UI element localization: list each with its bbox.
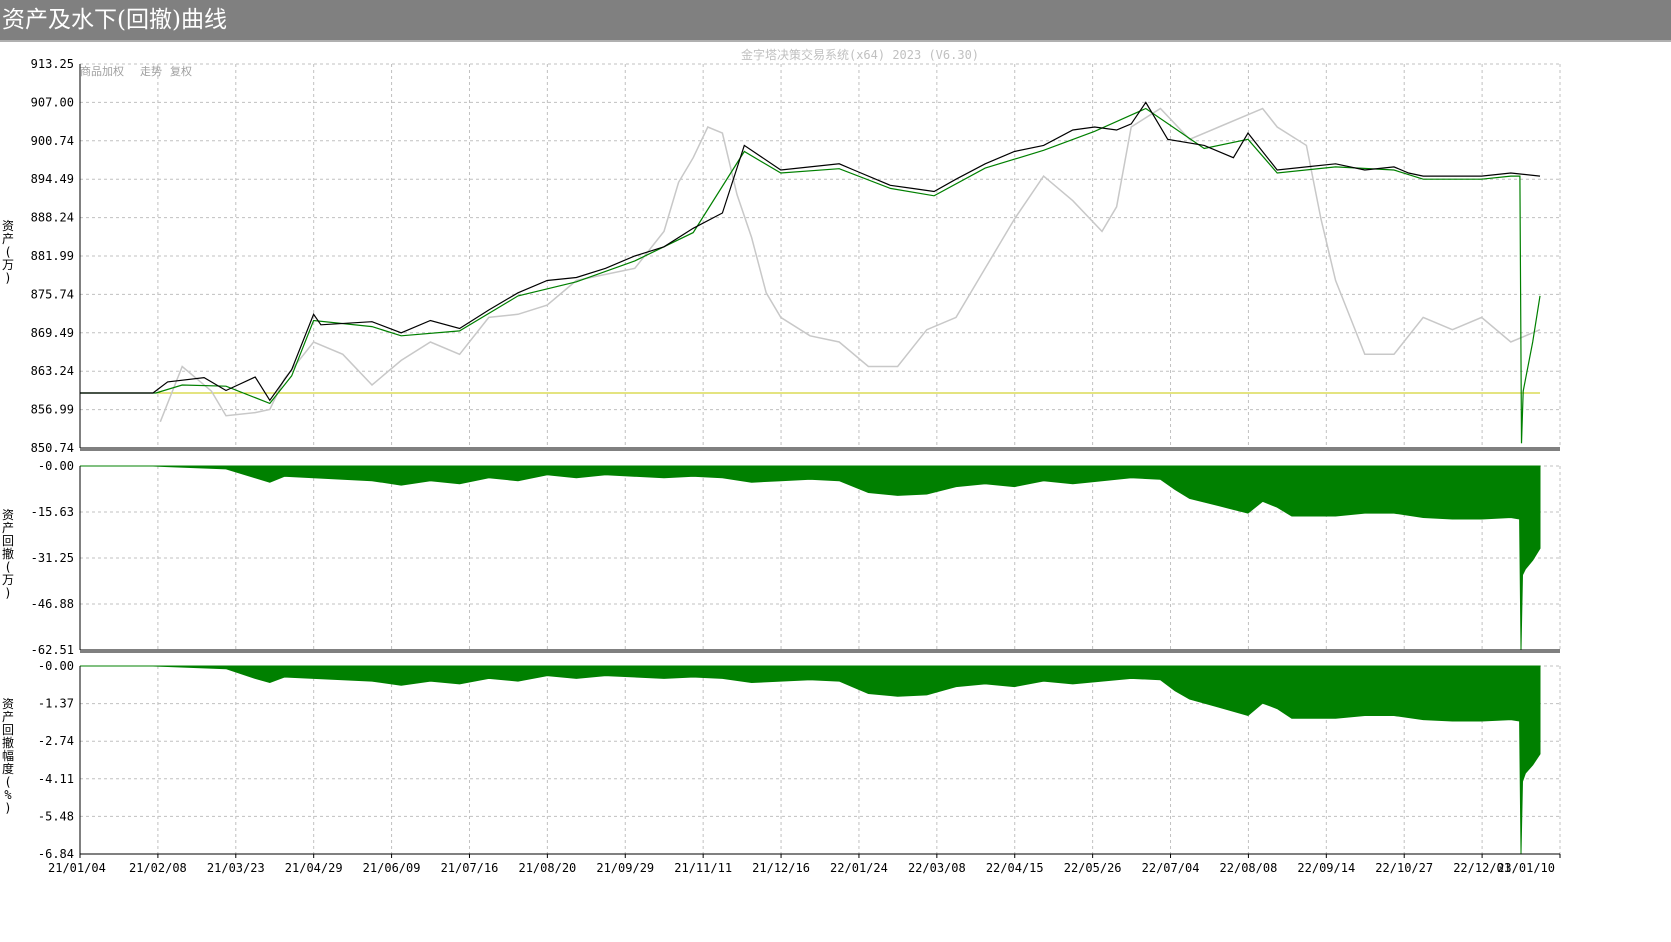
x-tick-label: 22/12/01: [1453, 861, 1511, 875]
equity_alt-line: [80, 107, 1541, 444]
y-tick-label: 913.25: [31, 57, 74, 71]
x-tick-label: 21/02/08: [129, 861, 187, 875]
y-tick-label: -0.00: [38, 659, 74, 673]
legend-item-trend: 走势: [140, 65, 162, 78]
y-tick-label: 875.74: [31, 287, 74, 301]
legend-item-weighted: 商品加权: [80, 64, 124, 78]
x-tick-label: 22/05/26: [1064, 861, 1122, 875]
x-tick-label: 21/03/23: [207, 861, 265, 875]
y-tick-label: -15.63: [31, 505, 74, 519]
x-tick-label: 21/09/29: [596, 861, 654, 875]
title-separator: [0, 40, 1671, 42]
x-tick-label: 21/01/04: [48, 861, 106, 875]
price-line: [159, 107, 1541, 423]
title-bar: 资产及水下(回撤)曲线: [0, 0, 1671, 42]
y-tick-label: -4.11: [38, 772, 74, 786]
y-tick-label: -46.88: [31, 597, 74, 611]
x-tick-label: 22/10/27: [1375, 861, 1433, 875]
equity-drawdown-chart: 金字塔决策交易系统(x64) 2023 (V6.30) 商品加权 走势 复权 9…: [2, 47, 1561, 875]
series-layer: [80, 101, 1541, 855]
y-tick-label: 850.74: [31, 441, 74, 455]
drawdown-area: [80, 465, 1541, 651]
x-tick-label: 22/04/15: [986, 861, 1044, 875]
chart-watermark: 金字塔决策交易系统(x64) 2023 (V6.30): [741, 47, 979, 62]
y-tick-label: -5.48: [38, 809, 74, 823]
label-layer: 金字塔决策交易系统(x64) 2023 (V6.30) 商品加权 走势 复权 9…: [2, 47, 1555, 875]
window-title: 资产及水下(回撤)曲线: [2, 7, 227, 33]
y-tick-label: 856.99: [31, 403, 74, 417]
y-axis-title: 资产回撤(万): [2, 508, 14, 600]
y-tick-label: 869.49: [31, 326, 74, 340]
y-tick-label: -2.74: [38, 734, 74, 748]
y-tick-label: -6.84: [38, 847, 74, 861]
y-tick-label: 907.00: [31, 95, 74, 109]
x-tick-label: 21/06/09: [363, 861, 421, 875]
x-tick-label: 22/09/14: [1297, 861, 1355, 875]
x-tick-label: 21/11/11: [674, 861, 732, 875]
equity-line: [80, 101, 1541, 402]
x-tick-label: 22/01/24: [830, 861, 888, 875]
y-axis-title: 资产(万): [2, 219, 14, 285]
x-tick-label: 23/01/10: [1497, 861, 1555, 875]
y-tick-label: 900.74: [31, 134, 74, 148]
grid-layer: [80, 63, 1561, 855]
y-tick-label: 881.99: [31, 249, 74, 263]
x-tick-label: 22/03/08: [908, 861, 966, 875]
y-tick-label: -0.00: [38, 459, 74, 473]
y-tick-label: -62.51: [31, 643, 74, 657]
x-tick-label: 21/04/29: [285, 861, 343, 875]
x-tick-label: 22/08/08: [1220, 861, 1278, 875]
drawdown_pct-area: [80, 665, 1541, 855]
y-tick-label: 888.24: [31, 211, 74, 225]
x-tick-label: 21/08/20: [518, 861, 576, 875]
x-tick-label: 22/07/04: [1142, 861, 1200, 875]
legend-item-adjusted: 复权: [170, 64, 192, 78]
axis-layer: [79, 64, 1561, 858]
y-axis-title: 资产回撤幅度(%): [2, 697, 14, 815]
x-tick-label: 21/12/16: [752, 861, 810, 875]
y-tick-label: 863.24: [31, 364, 74, 378]
y-tick-label: -31.25: [31, 551, 74, 565]
y-tick-label: 894.49: [31, 172, 74, 186]
x-tick-label: 21/07/16: [441, 861, 499, 875]
y-tick-label: -1.37: [38, 697, 74, 711]
